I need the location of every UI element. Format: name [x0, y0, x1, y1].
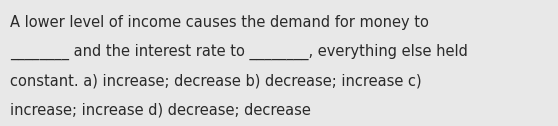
Text: increase; increase d) decrease; decrease: increase; increase d) decrease; decrease: [10, 102, 311, 117]
Text: A lower level of income causes the demand for money to: A lower level of income causes the deman…: [10, 15, 429, 30]
Text: ________ and the interest rate to ________, everything else held: ________ and the interest rate to ______…: [10, 44, 468, 60]
Text: constant. a) increase; decrease b) decrease; increase c): constant. a) increase; decrease b) decre…: [10, 73, 422, 88]
